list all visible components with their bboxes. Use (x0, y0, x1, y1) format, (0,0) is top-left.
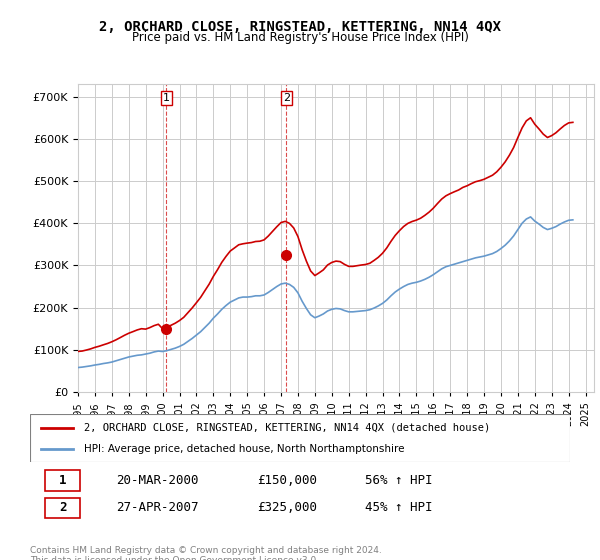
Text: 2: 2 (283, 93, 290, 103)
Text: 1: 1 (59, 474, 67, 487)
Text: £325,000: £325,000 (257, 501, 317, 515)
Text: 56% ↑ HPI: 56% ↑ HPI (365, 474, 432, 487)
Text: 2, ORCHARD CLOSE, RINGSTEAD, KETTERING, NN14 4QX (detached house): 2, ORCHARD CLOSE, RINGSTEAD, KETTERING, … (84, 423, 490, 433)
Text: 20-MAR-2000: 20-MAR-2000 (116, 474, 199, 487)
FancyBboxPatch shape (45, 498, 80, 518)
Text: 45% ↑ HPI: 45% ↑ HPI (365, 501, 432, 515)
Text: HPI: Average price, detached house, North Northamptonshire: HPI: Average price, detached house, Nort… (84, 444, 404, 454)
Text: £150,000: £150,000 (257, 474, 317, 487)
FancyBboxPatch shape (45, 470, 80, 491)
FancyBboxPatch shape (30, 414, 570, 462)
Text: 2: 2 (59, 501, 67, 515)
Text: 27-APR-2007: 27-APR-2007 (116, 501, 199, 515)
Text: Contains HM Land Registry data © Crown copyright and database right 2024.
This d: Contains HM Land Registry data © Crown c… (30, 546, 382, 560)
Text: 1: 1 (163, 93, 170, 103)
Text: Price paid vs. HM Land Registry's House Price Index (HPI): Price paid vs. HM Land Registry's House … (131, 31, 469, 44)
Text: 2, ORCHARD CLOSE, RINGSTEAD, KETTERING, NN14 4QX: 2, ORCHARD CLOSE, RINGSTEAD, KETTERING, … (99, 20, 501, 34)
